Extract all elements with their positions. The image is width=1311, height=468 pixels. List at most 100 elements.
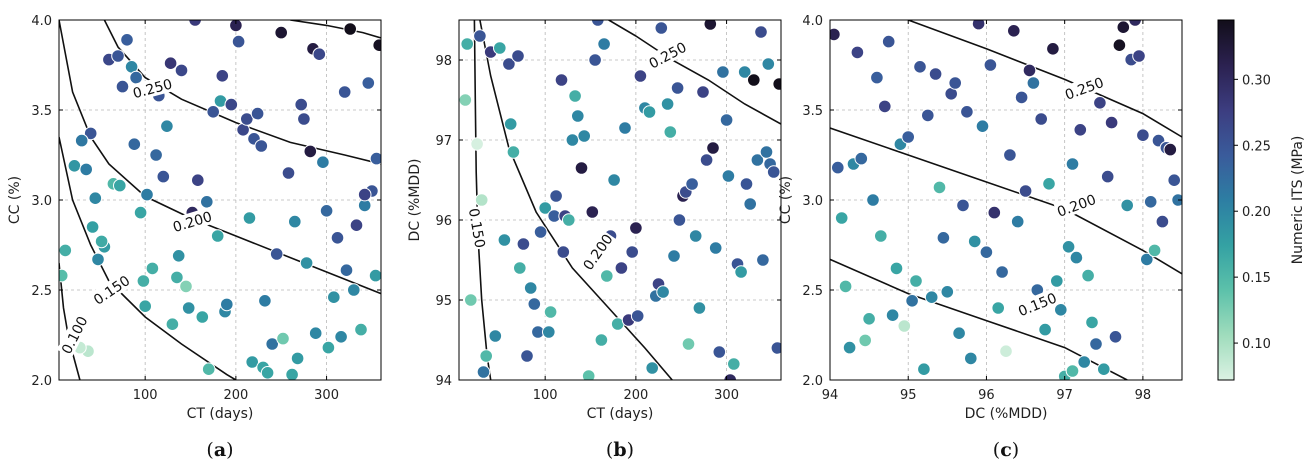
scatter-point [479,349,494,363]
scatter-point [321,340,336,355]
scatter-point [862,312,876,326]
scatter-point [991,301,1006,315]
scatter-point [591,20,605,27]
scatter-point [565,133,580,147]
y-tick-label: 2.5 [31,284,52,299]
scatter-point [1069,250,1084,265]
contour-label: 0.250 [647,40,690,73]
scatter-point [1167,173,1181,187]
axes-frame [458,19,782,381]
scatter-point [571,109,585,123]
colorbar-tick-label: 0.25 [1242,139,1271,154]
scatter-point [297,112,311,126]
scatter-point [156,169,171,184]
scatter-point [750,153,765,167]
scatter-point [88,191,103,205]
contour-line [608,20,781,125]
scatter-point [952,326,966,341]
scatter-point [165,317,180,332]
scatter-point [543,305,558,319]
y-axis-label: DC (%MDD) [407,159,423,242]
scatter-point [831,160,845,175]
x-tick-label: 200 [623,388,648,403]
scatter-point [339,263,354,278]
scatter-point [59,268,69,283]
scatter-point [191,173,205,187]
scatter-point [554,73,569,87]
scatter-point [527,297,542,311]
scatter-point [476,365,491,379]
scatter-points [459,20,781,380]
scatter-point [897,319,912,333]
scatter-point [597,37,611,51]
scatter-point [766,165,781,179]
y-tick-label: 2.0 [31,374,52,389]
scatter-point [607,173,621,187]
colorbar-tick-label: 0.15 [1242,271,1271,286]
scatter-point [979,245,994,259]
scatter-point [464,293,478,307]
scatter-point [577,129,592,143]
scatter-point [761,57,776,71]
scatter-point [1128,20,1142,27]
scatter-point [881,34,896,49]
scatter-point [1050,274,1064,288]
scatter-point [179,279,193,294]
scatter-point [1014,90,1029,105]
scatter-point [59,243,73,258]
scatter-point [269,247,284,261]
scatter-point [1108,330,1123,344]
scatter-point [1140,252,1154,267]
x-tick-label: 95 [900,388,917,403]
scatter-point [372,38,381,52]
colorbar-gradient [1217,19,1235,381]
x-tick-label: 200 [223,388,248,403]
scatter-point [663,125,678,139]
scatter-point [1089,337,1103,351]
scatter-points [59,20,381,380]
scatter-point [838,279,853,294]
scatter-point [337,85,352,99]
scatter-point [200,195,214,209]
scatter-point [834,211,849,225]
scatter-point [770,341,781,355]
scatter-point [708,241,723,255]
scatter-point [1143,195,1158,209]
scatter-point [901,130,916,144]
scatter-point [699,153,714,167]
y-tick-label: 95 [435,294,452,309]
scatter-point [319,204,334,218]
scatter-point [327,290,341,305]
x-tick-label: 97 [1056,388,1073,403]
scatter-point [245,355,259,369]
scatter-point [1081,268,1095,283]
scatter-point [971,20,986,31]
scatter-point [719,113,734,127]
scatter-point [759,145,774,159]
scatter-point [240,112,254,126]
scatter-point [921,108,935,123]
scatter-point [260,366,275,380]
scatter-point [181,301,196,315]
scatter-point [656,285,670,299]
axis-ticks: 100 200 300 2.0 2.5 3.0 3.5 4.0 [31,14,381,403]
y-axis-label: CC (%) [7,176,23,224]
scatter-point [516,237,531,251]
scatter-point [721,169,736,183]
scatter-point [201,362,216,377]
scatter-point [1097,362,1111,377]
scatter-point [928,67,943,81]
scatter-point [987,205,1002,220]
scatter-point [493,41,507,55]
y-tick-label: 94 [435,374,452,389]
scatter-point [215,69,230,83]
scatter-point [964,351,978,366]
scatter-point [734,265,748,279]
scatter-point [983,58,998,72]
scatter-point [940,285,955,299]
scatter-point [79,162,93,177]
scatter-point [1073,123,1088,137]
y-tick-label: 3.0 [802,194,823,209]
scatter-point [111,49,125,63]
